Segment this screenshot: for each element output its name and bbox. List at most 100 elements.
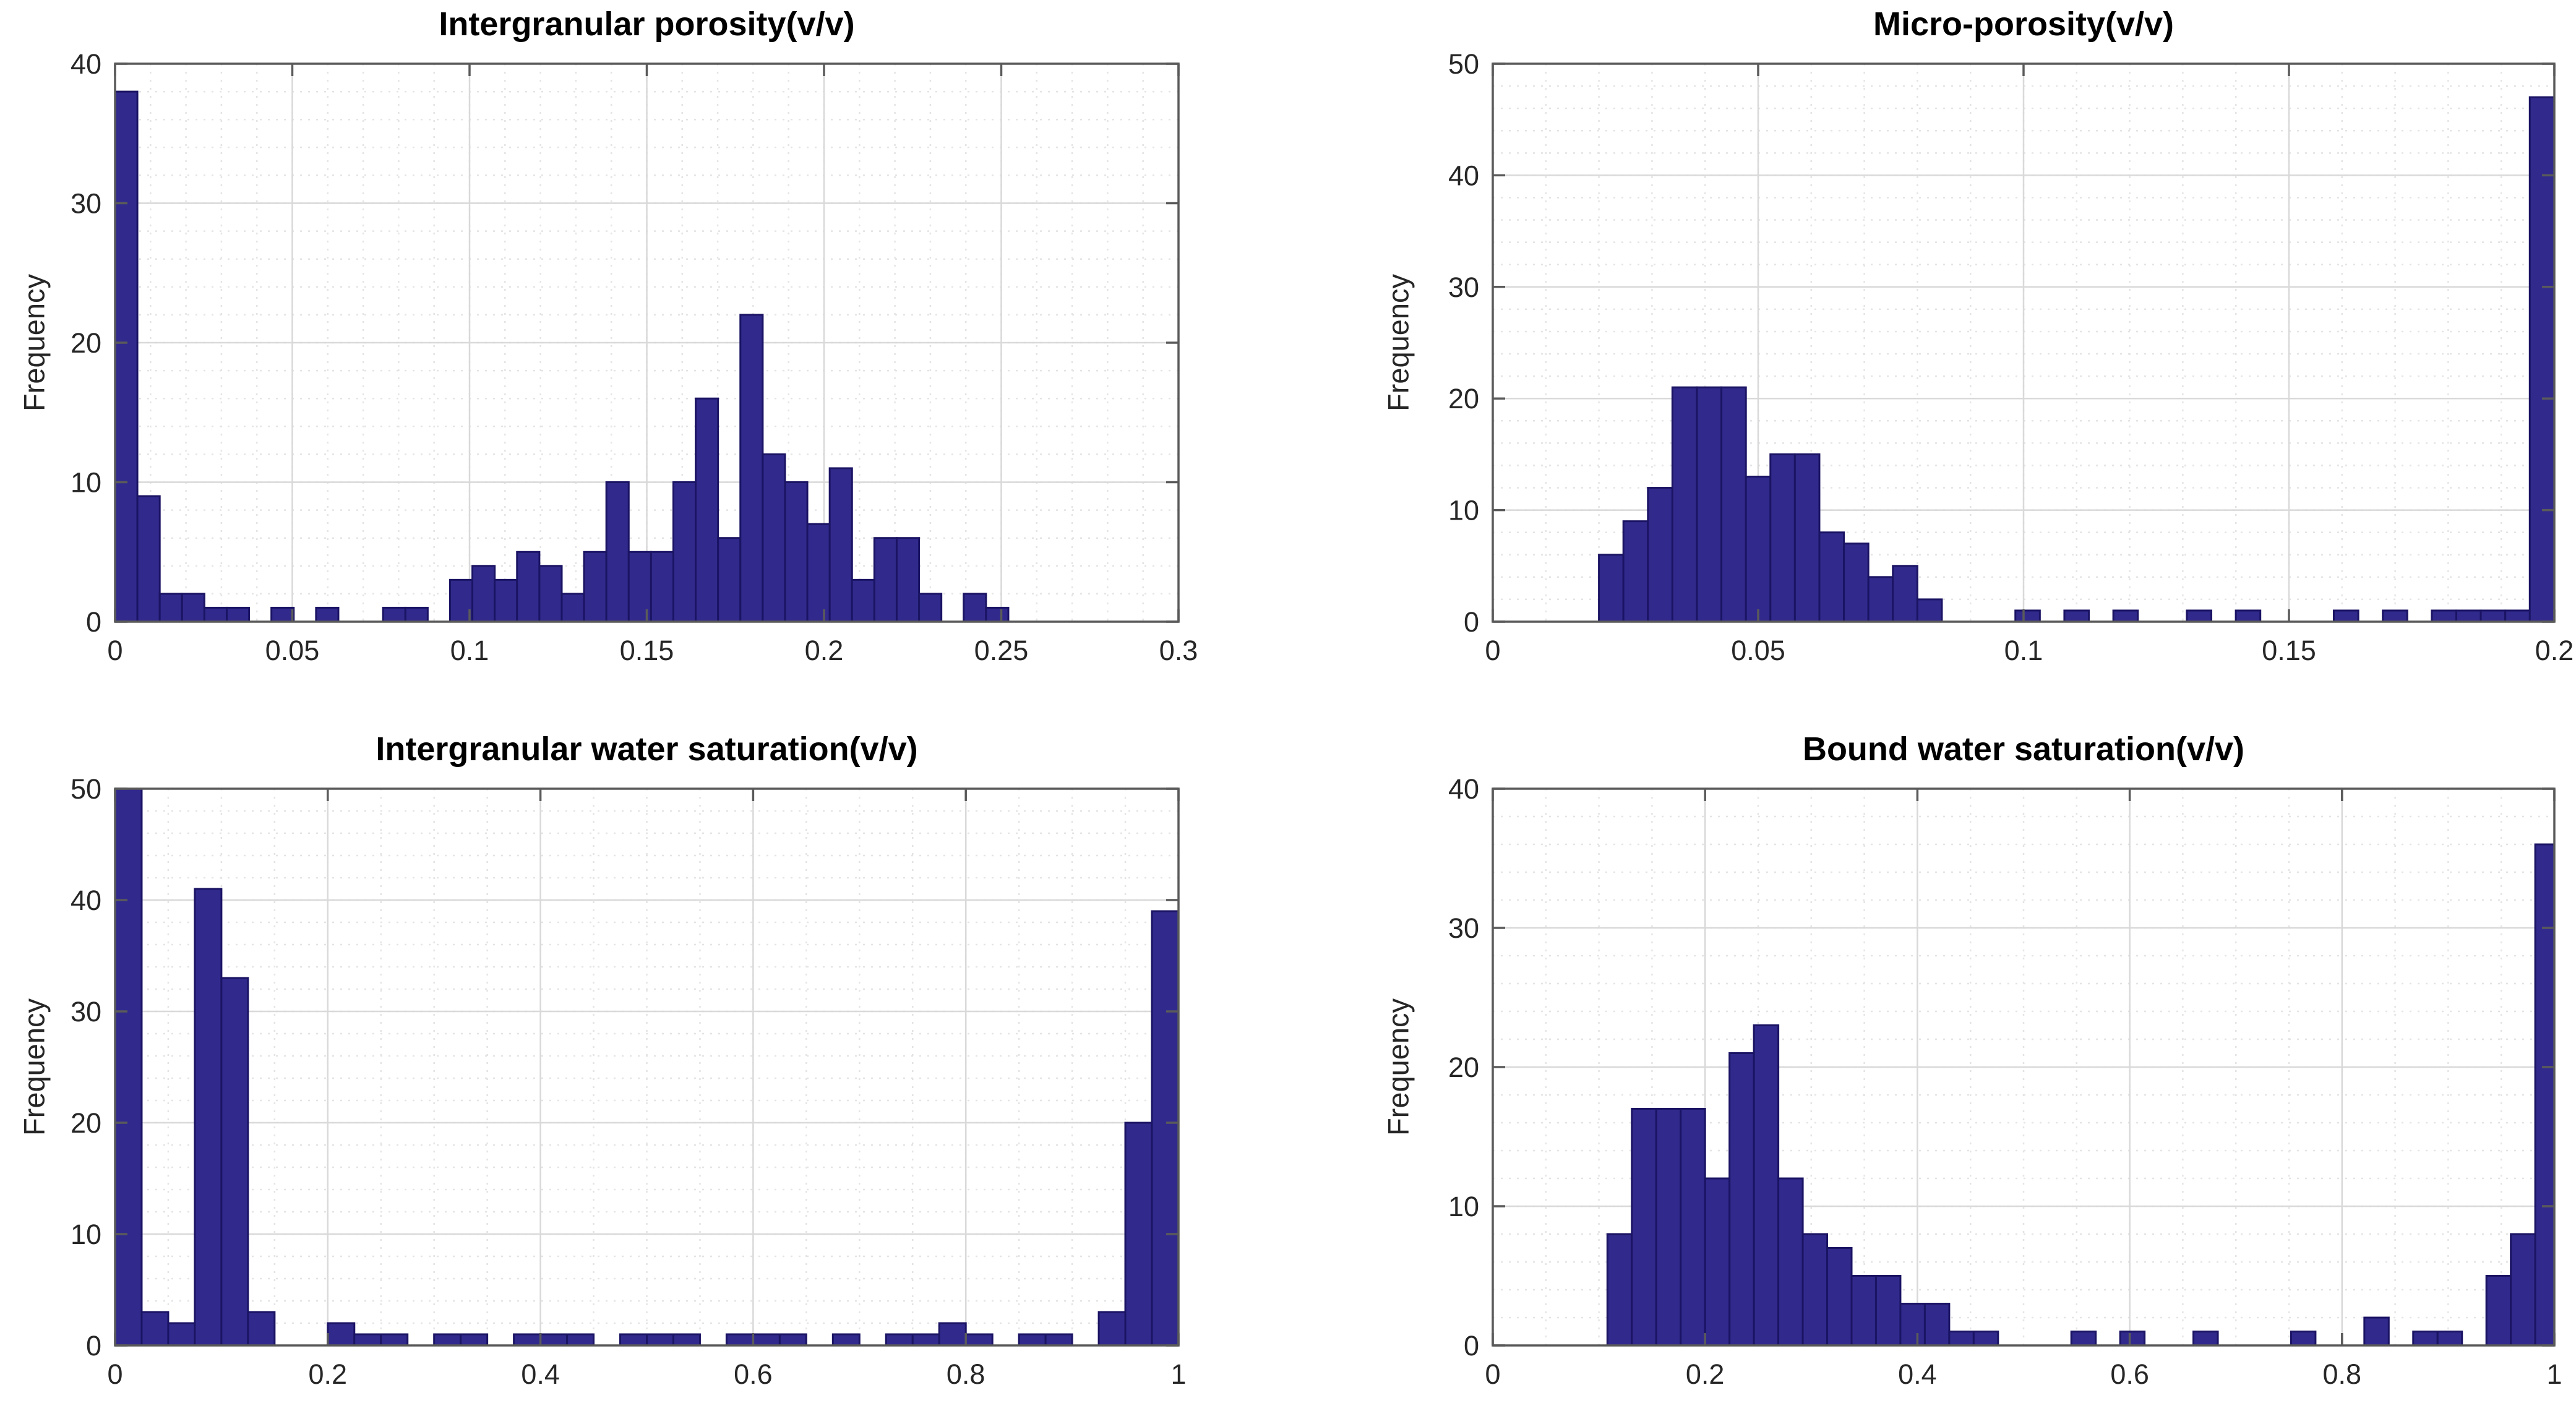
histogram-bar — [1647, 487, 1673, 623]
y-tick-label: 20 — [71, 1107, 101, 1139]
histogram-bar — [778, 1333, 807, 1347]
histogram-bar — [433, 1333, 462, 1347]
histogram-bar — [2534, 843, 2556, 1347]
histogram-canvas-micro-porosity: 0 0.05 0.1 0.15 0.2 0 10 20 30 40 50 — [1448, 48, 2574, 666]
x-tick-label: 0 — [107, 635, 122, 666]
histogram-bar — [315, 606, 340, 623]
y-tick-label: 0 — [86, 1330, 101, 1362]
y-tick-label: 10 — [1448, 495, 1479, 526]
histogram-bar — [158, 593, 183, 623]
x-tick-label: 0.8 — [947, 1358, 985, 1390]
histogram-bar — [2510, 1233, 2536, 1347]
histogram-bar — [539, 1333, 569, 1347]
histogram-bar — [717, 537, 742, 623]
x-tick-label: 1 — [2546, 1358, 2562, 1390]
histogram-bar — [2504, 609, 2531, 623]
histogram-bar — [538, 565, 563, 623]
histogram-bar — [605, 481, 630, 623]
histogram-bar — [203, 606, 228, 623]
x-tick-label: 0 — [107, 1358, 122, 1390]
histogram-bar — [672, 481, 697, 623]
histogram-bar — [560, 593, 585, 623]
histogram-bar — [471, 565, 496, 623]
subplot-intergranular-water-saturation: Intergranular water saturation(v/v) Freq… — [0, 706, 1288, 1411]
histogram-bar — [460, 1333, 489, 1347]
y-tick-label: 50 — [1448, 48, 1479, 80]
x-tick-label: 0.4 — [1898, 1358, 1937, 1390]
y-tick-label: 50 — [71, 773, 101, 805]
x-tick-label: 0.1 — [2004, 635, 2043, 666]
histogram-bar — [167, 1322, 196, 1347]
histogram-bar — [1777, 1177, 1804, 1347]
histogram-bar — [2363, 1316, 2390, 1347]
x-tick-label: 0 — [1485, 635, 1500, 666]
y-tick-label: 20 — [1448, 383, 1479, 414]
chart-title: Bound water saturation(v/v) — [1802, 731, 2245, 768]
x-tick-label: 0.4 — [521, 1358, 560, 1390]
histogram-bar — [114, 787, 143, 1347]
histogram-bar — [1948, 1331, 1975, 1347]
histogram-bar — [2479, 609, 2507, 623]
y-tick-label: 10 — [71, 467, 101, 499]
histogram-bar — [938, 1322, 967, 1347]
histogram-bar — [1892, 565, 1918, 623]
histogram-bar — [1745, 475, 1772, 623]
histogram-bar — [619, 1333, 648, 1347]
histogram-bar — [1899, 1303, 1926, 1347]
histogram-bar — [380, 1333, 409, 1347]
histogram-bar — [1124, 1122, 1153, 1347]
x-tick-label: 0.05 — [265, 635, 320, 666]
histogram-bar — [851, 578, 875, 623]
histogram-bar — [650, 551, 674, 623]
histogram-bar — [725, 1333, 754, 1347]
histogram-bar — [404, 606, 429, 623]
histogram-bar — [2412, 1331, 2439, 1347]
histogram-bar — [382, 606, 406, 623]
x-tick-label: 0.2 — [2535, 635, 2574, 666]
histogram-bar — [2333, 609, 2359, 623]
histogram-bar — [2235, 609, 2262, 623]
histogram-bar — [752, 1333, 781, 1347]
histogram-bar — [353, 1333, 382, 1347]
x-tick-label: 0.3 — [1159, 635, 1198, 666]
y-tick-label: 0 — [86, 606, 101, 638]
y-tick-label: 10 — [71, 1219, 101, 1250]
y-tick-label: 40 — [71, 48, 101, 80]
histogram-bar — [2485, 1275, 2512, 1347]
histogram-bar — [646, 1333, 674, 1347]
y-tick-label: 20 — [71, 327, 101, 359]
subplot-micro-porosity: Micro-porosity(v/v) Frequency 0 0.05 0.1 0.… — [1288, 0, 2576, 706]
y-tick-label: 0 — [1464, 606, 1479, 638]
histogram-bar — [513, 1333, 542, 1347]
histogram-bar — [1728, 1052, 1755, 1347]
histogram-bar — [1720, 386, 1747, 623]
histogram-bar — [494, 578, 518, 623]
histogram-bar — [114, 90, 139, 623]
histogram-bar — [828, 467, 853, 623]
histogram-bar — [2119, 1331, 2146, 1347]
histogram-bar — [516, 551, 541, 623]
histogram-bar — [327, 1322, 356, 1347]
x-tick-label: 0.8 — [2323, 1358, 2362, 1390]
y-tick-label: 30 — [1448, 912, 1479, 944]
histogram-bar — [136, 495, 161, 623]
x-tick-label: 0.6 — [734, 1358, 773, 1390]
histogram-bar — [1793, 453, 1821, 623]
histogram-bar — [1696, 386, 1723, 623]
histogram-bar — [2186, 609, 2213, 623]
y-tick-label: 40 — [71, 885, 101, 916]
histogram-canvas-intergranular-porosity: 0 0.05 0.1 0.15 0.2 0.25 0.3 0 10 20 30 40 — [71, 48, 1198, 666]
y-tick-label: 30 — [1448, 272, 1479, 303]
histogram-bar — [784, 481, 809, 623]
x-tick-label: 0.2 — [1686, 1358, 1725, 1390]
histogram-bar — [1097, 1311, 1127, 1347]
y-tick-label: 0 — [1464, 1330, 1479, 1362]
y-tick-label: 40 — [1448, 773, 1479, 805]
histogram-bar — [762, 453, 786, 623]
histogram-bar — [2290, 1331, 2317, 1347]
histogram-bar — [963, 593, 987, 623]
histogram-bar — [1850, 1275, 1877, 1347]
histogram-bar — [225, 606, 251, 623]
